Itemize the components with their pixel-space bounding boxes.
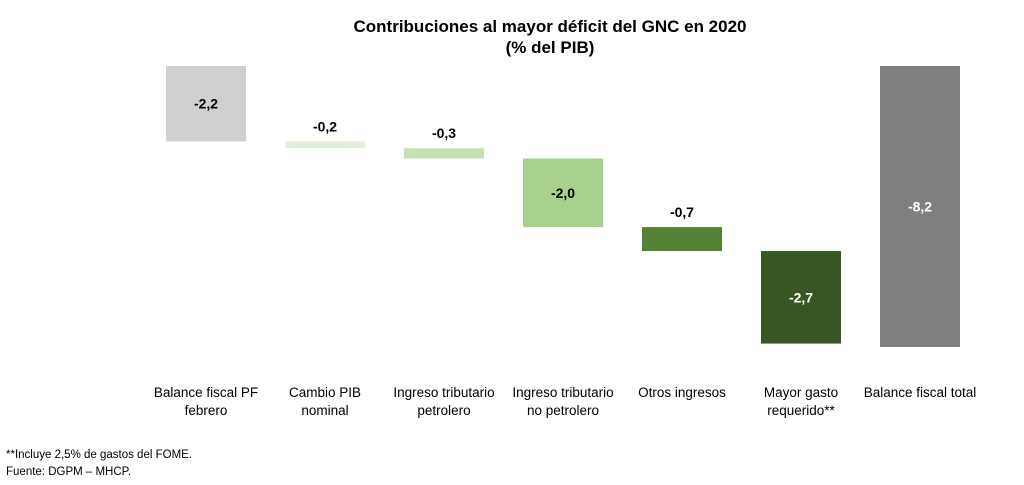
- chart-title-main: Contribuciones al mayor déficit del GNC …: [353, 17, 747, 36]
- data-label-3: -0,3: [432, 125, 456, 141]
- bar-6: [761, 251, 841, 344]
- chart-subtitle: (% del PIB): [505, 38, 595, 57]
- bar-3: [404, 148, 484, 159]
- footnote-note: **Incluye 2,5% de gastos del FOME.: [6, 449, 193, 461]
- category-label-line: Ingreso tributario: [512, 385, 614, 400]
- category-label-line: petrolero: [417, 403, 471, 418]
- data-label-5: -0,7: [670, 204, 694, 220]
- bar-4: [523, 158, 603, 228]
- category-label-1: Balance fiscal PF febrero: [144, 384, 268, 420]
- category-label-7: Balance fiscal total: [858, 384, 982, 402]
- category-label-6: Mayor gasto requerido**: [739, 384, 863, 420]
- category-label-line: no petrolero: [526, 403, 600, 418]
- category-label-line: nominal: [301, 403, 349, 418]
- category-label-line: febrero: [184, 403, 228, 418]
- category-label-line: Balance fiscal PF: [153, 385, 259, 400]
- category-label-line: Mayor gasto: [763, 385, 839, 400]
- data-label-7: -8,2: [908, 199, 932, 215]
- data-label-1: -2,2: [194, 96, 218, 112]
- waterfall-chart: -2,2 -0,2 -0,3 -2,0 -0,7 -2,7 -8,2: [166, 66, 960, 347]
- bar-5: [642, 227, 722, 252]
- data-label-6: -2,7: [789, 289, 813, 305]
- footnote-source: Fuente: DGPM – MHCP.: [6, 466, 132, 478]
- category-label-line: Otros ingresos: [638, 385, 726, 400]
- bar-7: [880, 66, 960, 347]
- category-label-4: Ingreso tributario no petrolero: [501, 384, 625, 420]
- chart-title: Contribuciones al mayor déficit del GNC …: [0, 16, 1024, 58]
- category-label-line: Balance fiscal total: [863, 385, 977, 400]
- bar-2: [285, 141, 365, 149]
- category-label-2: Cambio PIB nominal: [263, 384, 387, 420]
- data-label-2: -0,2: [313, 118, 337, 134]
- bar-1: [166, 66, 246, 142]
- category-label-5: Otros ingresos: [620, 384, 744, 402]
- category-label-3: Ingreso tributario petrolero: [382, 384, 506, 420]
- category-label-line: requerido**: [767, 403, 835, 418]
- data-label-4: -2,0: [551, 185, 575, 201]
- category-label-line: Cambio PIB: [288, 385, 362, 400]
- category-label-line: Ingreso tributario: [393, 385, 495, 400]
